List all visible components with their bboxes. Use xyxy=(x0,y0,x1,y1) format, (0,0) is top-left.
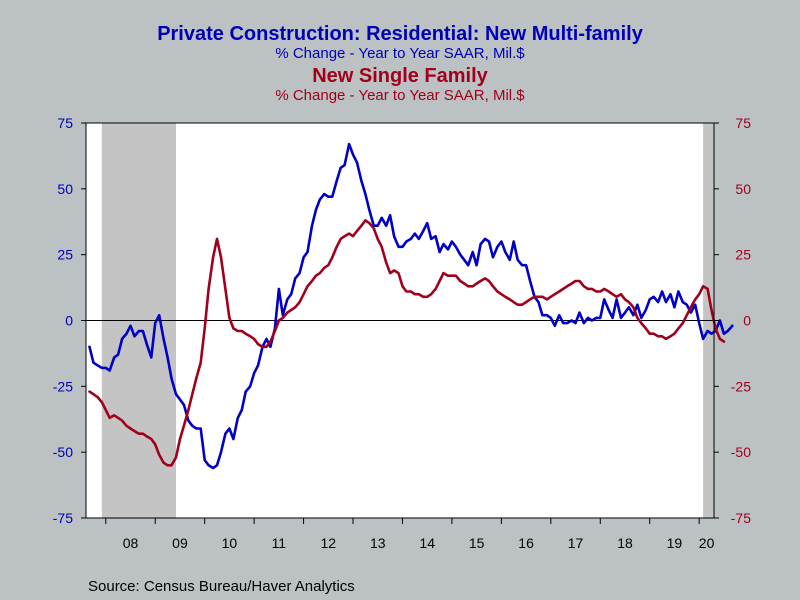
right-y-tick-label: -75 xyxy=(731,510,751,526)
right-y-tick-label: 75 xyxy=(735,115,751,131)
left-y-tick-label: 50 xyxy=(57,181,73,197)
right-y-tick-label: 25 xyxy=(735,247,751,263)
left-y-tick-label: -75 xyxy=(53,510,73,526)
right-y-tick-label: -50 xyxy=(731,444,751,460)
plot-area xyxy=(85,122,734,519)
left-y-tick-label: -50 xyxy=(53,444,73,460)
right-y-axis: 75 50 25 0 -25 -50 -75 xyxy=(714,115,751,526)
series-line-multi-family xyxy=(88,142,734,470)
left-y-tick-label: -25 xyxy=(53,378,73,394)
x-tick-label: 20 xyxy=(699,535,715,551)
x-tick-label: 08 xyxy=(123,535,139,551)
series-line-single-family xyxy=(88,219,726,467)
chart-title-line-1: Private Construction: Residential: New M… xyxy=(157,23,644,45)
right-y-tick-label: -25 xyxy=(731,378,751,394)
chart-title-line-3: New Single Family xyxy=(312,65,488,87)
chart-title-line-4: % Change - Year to Year SAAR, Mil.$ xyxy=(275,87,525,104)
x-tick-label: 12 xyxy=(321,535,337,551)
x-tick-label: 16 xyxy=(518,535,534,551)
x-axis: 08 09 10 11 12 13 14 15 16 17 18 19 20 xyxy=(105,518,715,551)
x-tick-label: 13 xyxy=(370,535,386,551)
left-y-tick-label: 25 xyxy=(57,247,73,263)
left-y-tick-label: 75 xyxy=(57,115,73,131)
left-y-axis: 75 50 25 0 -25 -50 -75 xyxy=(53,115,86,526)
x-tick-label: 19 xyxy=(667,535,683,551)
chart-titles: Private Construction: Residential: New M… xyxy=(157,23,644,104)
x-tick-label: 10 xyxy=(222,535,238,551)
source-note: Source: Census Bureau/Haver Analytics xyxy=(88,578,355,595)
x-tick-label: 17 xyxy=(568,535,584,551)
chart-title-line-2: % Change - Year to Year SAAR, Mil.$ xyxy=(275,45,525,62)
x-tick-label: 14 xyxy=(419,535,435,551)
left-y-tick-label: 0 xyxy=(65,313,73,329)
x-tick-label: 15 xyxy=(469,535,485,551)
right-y-tick-label: 50 xyxy=(735,181,751,197)
x-tick-label: 09 xyxy=(172,535,188,551)
x-tick-label: 11 xyxy=(272,535,287,551)
right-y-tick-label: 0 xyxy=(743,313,751,329)
x-tick-label: 18 xyxy=(617,535,633,551)
